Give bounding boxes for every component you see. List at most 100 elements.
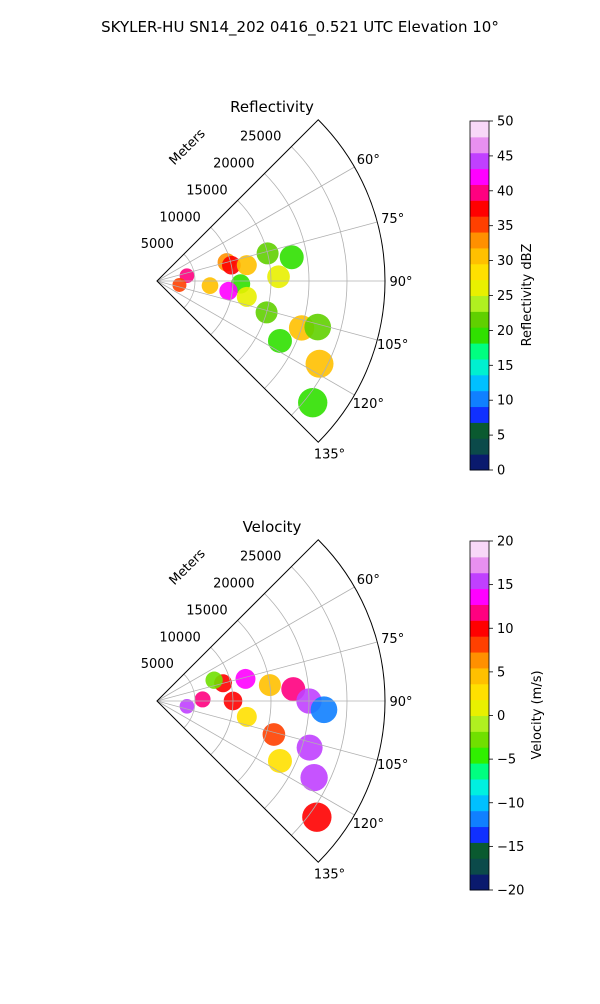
- velocity-azimuth-tick-label: 105°: [377, 758, 408, 773]
- reflectivity-echo-layer: [172, 242, 334, 418]
- reflectivity-colorbar-segment: [470, 184, 489, 201]
- velocity-azimuth-spoke: [156, 700, 378, 761]
- reflectivity-azimuth-tick-label: 60°: [357, 153, 380, 168]
- reflectivity-colorbar: Reflectivity dBZ 0 5 10 15 20 25 30 35 40 45 50: [469, 115, 535, 479]
- reflectivity-colorbar-segment: [470, 374, 489, 392]
- reflectivity-grid: [156, 146, 385, 443]
- reflectivity-echo-cell: [305, 349, 334, 378]
- velocity-colorbar-segment: [470, 858, 489, 875]
- reflectivity-colorbar-label: Reflectivity dBZ: [520, 244, 535, 347]
- velocity-colorbar-segment: [470, 588, 489, 605]
- reflectivity-title: Reflectivity: [230, 98, 314, 116]
- reflectivity-range-tick-label: 25000: [240, 130, 281, 145]
- velocity-range-tick-label: 25000: [240, 550, 281, 565]
- velocity-echo-cell: [194, 691, 211, 708]
- reflectivity-azimuth-tick-label: 75°: [381, 212, 404, 227]
- reflectivity-colorbar-segment: [470, 216, 489, 233]
- velocity-colorbar-segment: [470, 636, 489, 653]
- velocity-colorbar-segment: [470, 778, 489, 796]
- reflectivity-azimuth-tick-label: 105°: [377, 338, 408, 353]
- reflectivity-colorbar-segment: [470, 390, 489, 408]
- reflectivity-echo-cell: [298, 387, 328, 418]
- velocity-colorbar-segment: [470, 620, 489, 637]
- reflectivity-azimuth-tick-label: 135°: [314, 448, 345, 463]
- reflectivity-range-tick-label: 15000: [186, 183, 227, 198]
- reflectivity-colorbar-segment: [470, 168, 489, 185]
- reflectivity-colorbar-tick-label: 0: [497, 464, 505, 479]
- reflectivity-echo-cell: [304, 313, 332, 341]
- reflectivity-colorbar-segment: [470, 247, 489, 265]
- velocity-colorbar-segment: [470, 826, 489, 843]
- velocity-colorbar-tick-label: 15: [497, 578, 514, 593]
- reflectivity-colorbar-tick-label: 5: [497, 429, 505, 444]
- reflectivity-colorbar-tick-label: 45: [497, 149, 514, 164]
- reflectivity-azimuth-tick-label: 120°: [353, 397, 384, 412]
- reflectivity-colorbar-segment: [470, 454, 489, 471]
- velocity-colorbar-segment: [470, 731, 489, 748]
- velocity-colorbar-segment: [470, 652, 489, 669]
- velocity-colorbar-tick-label: −5: [497, 753, 516, 768]
- velocity-azimuth-spoke: [156, 586, 355, 702]
- reflectivity-range-tick-label: 10000: [159, 210, 200, 225]
- velocity-colorbar-segment: [470, 715, 489, 732]
- velocity-colorbar: Velocity (m/s) −20 −15 −10 −5 0 5 10 15 20: [469, 535, 545, 899]
- reflectivity-colorbar-segment: [470, 152, 489, 170]
- reflectivity-colorbar-segment: [470, 200, 489, 217]
- velocity-colorbar-tick-label: −10: [497, 796, 524, 811]
- reflectivity-azimuth-spoke: [156, 221, 378, 282]
- velocity-colorbar-tick-label: 10: [497, 622, 514, 637]
- velocity-colorbar-segment: [470, 541, 489, 558]
- reflectivity-colorbar-tick-label: 50: [497, 115, 514, 130]
- reflectivity-echo-cell: [201, 277, 219, 294]
- velocity-echo-cell: [310, 696, 338, 724]
- velocity-range-tick-label: 5000: [141, 657, 174, 672]
- velocity-title: Velocity: [243, 518, 302, 536]
- reflectivity-colorbar-segment: [470, 263, 489, 281]
- reflectivity-echo-cell: [279, 245, 304, 270]
- reflectivity-colorbar-segment: [470, 136, 489, 154]
- velocity-colorbar-segment: [470, 794, 489, 812]
- reflectivity-echo-cell: [267, 328, 292, 353]
- velocity-colorbar-tick-label: −15: [497, 840, 524, 855]
- velocity-colorbar-tick-label: −20: [497, 884, 524, 899]
- velocity-colorbar-tick-label: 0: [497, 709, 505, 724]
- reflectivity-colorbar-tick-label: 40: [497, 184, 514, 199]
- velocity-colorbar-segment: [470, 572, 489, 590]
- velocity-panel: Velocity 60° 75° 90° 105° 120° 135° 5000 10000 1…: [141, 518, 413, 883]
- velocity-echo-cell: [302, 802, 332, 832]
- reflectivity-range-axis-label: Meters: [167, 126, 209, 168]
- velocity-azimuth-spoke: [156, 700, 355, 816]
- velocity-colorbar-tick-label: 20: [497, 535, 514, 550]
- velocity-range-tick-label: 20000: [213, 577, 254, 592]
- velocity-colorbar-segment: [470, 810, 489, 828]
- velocity-colorbar-segment: [470, 842, 489, 859]
- reflectivity-panel: Reflectivity 60° 75° 90° 105° 120° 135° 5000 10…: [141, 98, 413, 463]
- velocity-range-tick-label: 10000: [159, 630, 200, 645]
- velocity-colorbar-segment: [470, 763, 489, 780]
- reflectivity-range-tick-label: 5000: [141, 237, 174, 252]
- velocity-colorbar-segment: [470, 699, 489, 716]
- velocity-colorbar-segment: [470, 683, 489, 701]
- reflectivity-colorbar-segment: [470, 438, 489, 455]
- velocity-sector-frame: [156, 539, 386, 863]
- velocity-echo-layer: [179, 668, 338, 832]
- velocity-azimuth-tick-label: 60°: [357, 573, 380, 588]
- reflectivity-echo-cell: [236, 255, 257, 276]
- velocity-colorbar-segment: [470, 604, 489, 621]
- velocity-echo-cell: [300, 763, 328, 792]
- reflectivity-colorbar-segment: [470, 311, 489, 328]
- velocity-colorbar-segment: [470, 747, 489, 764]
- velocity-azimuth-tick-label: 135°: [314, 868, 345, 883]
- reflectivity-echo-cell: [172, 277, 187, 292]
- velocity-colorbar-segment: [470, 874, 489, 891]
- reflectivity-colorbar-tick-label: 30: [497, 254, 514, 269]
- reflectivity-azimuth-spoke: [156, 280, 378, 341]
- reflectivity-colorbar-tick-label: 10: [497, 394, 514, 409]
- reflectivity-colorbar-segment: [470, 358, 489, 376]
- velocity-colorbar-segment: [470, 667, 489, 685]
- reflectivity-colorbar-segment: [470, 406, 489, 423]
- reflectivity-colorbar-segment: [470, 295, 489, 312]
- velocity-echo-cell: [262, 723, 286, 746]
- reflectivity-colorbar-segment: [470, 422, 489, 439]
